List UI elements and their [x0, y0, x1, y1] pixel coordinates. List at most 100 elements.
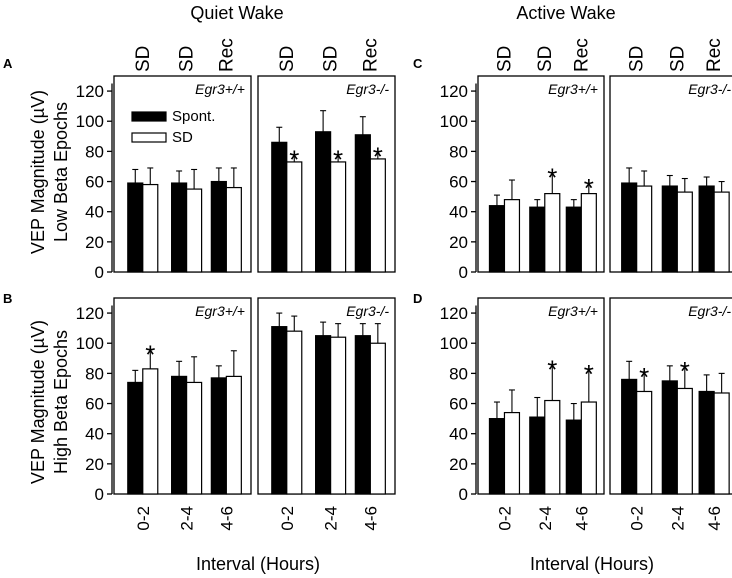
bar-sd-2-4 — [544, 193, 561, 273]
bar-spont-0-2 — [127, 381, 144, 495]
bar-sd-4-6 — [580, 193, 597, 273]
significance-star: * — [289, 144, 299, 174]
bar-spont-0-2 — [271, 326, 288, 495]
xlabel-quiet: Interval (Hours) — [196, 554, 320, 574]
genotype-label: Egr3-/- — [346, 81, 389, 97]
xlabel-active: Interval (Hours) — [530, 554, 654, 574]
ylabel-low-line1: VEP Magnitude (µV) — [28, 90, 48, 254]
bar-spont-0-2 — [127, 182, 144, 273]
condition-label: SD — [177, 46, 198, 72]
y-tick-label: 100 — [76, 334, 104, 353]
bar-spont-4-6 — [354, 134, 371, 273]
y-tick-label: 120 — [76, 82, 104, 101]
y-tick-label: 0 — [459, 485, 468, 504]
y-tick-label: 20 — [449, 233, 468, 252]
bar-spont-4-6 — [565, 419, 582, 495]
genotype-label: Egr3+/+ — [548, 81, 598, 97]
title-quiet-wake: Quiet Wake — [190, 3, 283, 23]
bar-sd-2-4 — [186, 381, 203, 495]
bar-spont-4-6 — [698, 390, 715, 495]
bar-spont-4-6 — [210, 377, 227, 495]
x-tick-label: 4-6 — [705, 506, 724, 531]
legend-sd-label: SD — [172, 129, 193, 146]
y-tick-label: 0 — [95, 263, 104, 282]
significance-star: * — [584, 173, 594, 203]
condition-label: Rec — [704, 38, 725, 72]
y-tick-label: 20 — [449, 455, 468, 474]
x-tick-label: 0-2 — [134, 506, 153, 531]
y-tick-label: 60 — [85, 173, 104, 192]
x-tick-label: 4-6 — [361, 506, 380, 531]
panel-letter-b: B — [3, 291, 12, 306]
genotype-label: Egr3-/- — [688, 303, 731, 319]
y-tick-label: 0 — [95, 485, 104, 504]
significance-star: * — [145, 339, 155, 369]
bar-sd-4-6 — [580, 401, 597, 495]
y-tick-label: 80 — [449, 364, 468, 383]
panel-letter-a: A — [3, 56, 13, 71]
bar-spont-2-4 — [529, 416, 546, 495]
x-tick-label: 2-4 — [322, 506, 341, 531]
significance-star: * — [680, 356, 690, 386]
genotype-label: Egr3-/- — [688, 81, 731, 97]
bar-sd-4-6 — [225, 186, 242, 273]
y-tick-label: 40 — [85, 425, 104, 444]
y-tick-label: 100 — [440, 334, 468, 353]
y-tick-label: 60 — [449, 173, 468, 192]
bar-sd-0-2 — [142, 368, 159, 495]
significance-star: * — [547, 162, 557, 192]
bar-sd-4-6 — [225, 375, 242, 495]
y-tick-label: 40 — [85, 203, 104, 222]
bar-spont-0-2 — [621, 378, 638, 495]
y-tick-label: 120 — [440, 82, 468, 101]
bar-sd-4-6 — [369, 342, 386, 495]
y-tick-label: 40 — [449, 203, 468, 222]
legend-sd-swatch — [131, 132, 167, 143]
condition-label: SD — [627, 46, 648, 72]
bar-spont-0-2 — [488, 418, 506, 495]
bar-sd-0-2 — [636, 185, 653, 273]
bar-sd-2-4 — [676, 387, 693, 495]
bar-spont-0-2 — [271, 141, 288, 273]
y-tick-label: 60 — [449, 395, 468, 414]
condition-label: SD — [133, 46, 154, 72]
bar-sd-2-4 — [186, 188, 203, 273]
bar-sd-0-2 — [503, 411, 521, 495]
bar-spont-4-6 — [698, 185, 715, 273]
bar-sd-4-6 — [713, 392, 730, 495]
significance-star: * — [639, 362, 649, 392]
bar-sd-4-6 — [369, 158, 386, 273]
y-tick-label: 80 — [85, 364, 104, 383]
x-tick-label: 4-6 — [217, 506, 236, 531]
condition-label: SD — [321, 46, 342, 72]
genotype-label: Egr3-/- — [346, 303, 389, 319]
x-tick-label: 0-2 — [278, 506, 297, 531]
bar-sd-2-4 — [676, 191, 693, 273]
y-tick-label: 40 — [449, 425, 468, 444]
y-tick-label: 80 — [85, 142, 104, 161]
significance-star: * — [373, 141, 383, 171]
x-tick-label: 2-4 — [668, 506, 687, 531]
bar-spont-0-2 — [488, 205, 506, 273]
ylabel-high-line2: High Beta Epochs — [51, 330, 71, 474]
bar-spont-4-6 — [210, 180, 227, 273]
y-tick-label: 0 — [459, 263, 468, 282]
x-tick-label: 2-4 — [178, 506, 197, 531]
y-tick-label: 120 — [76, 304, 104, 323]
bar-spont-2-4 — [661, 185, 678, 273]
condition-label: SD — [494, 46, 515, 72]
x-tick-label: 0-2 — [628, 506, 647, 531]
y-tick-label: 120 — [440, 304, 468, 323]
y-tick-label: 80 — [449, 142, 468, 161]
condition-label: SD — [535, 46, 556, 72]
title-active-wake: Active Wake — [516, 3, 615, 23]
bar-spont-2-4 — [315, 335, 332, 495]
panels-layer: 0 20 40 60 80 100 120 0 20 40 60 80 100 120 0 20 40 60 80 1… — [76, 38, 732, 531]
bar-sd-2-4 — [330, 336, 347, 495]
legend-spont-label: Spont. — [172, 108, 215, 125]
bar-sd-0-2 — [286, 161, 303, 273]
condition-label: Rec — [571, 38, 592, 72]
ylabel-high-line1: VEP Magnitude (µV) — [28, 320, 48, 484]
bar-sd-4-6 — [713, 191, 730, 273]
legend-spont-swatch — [131, 111, 167, 122]
